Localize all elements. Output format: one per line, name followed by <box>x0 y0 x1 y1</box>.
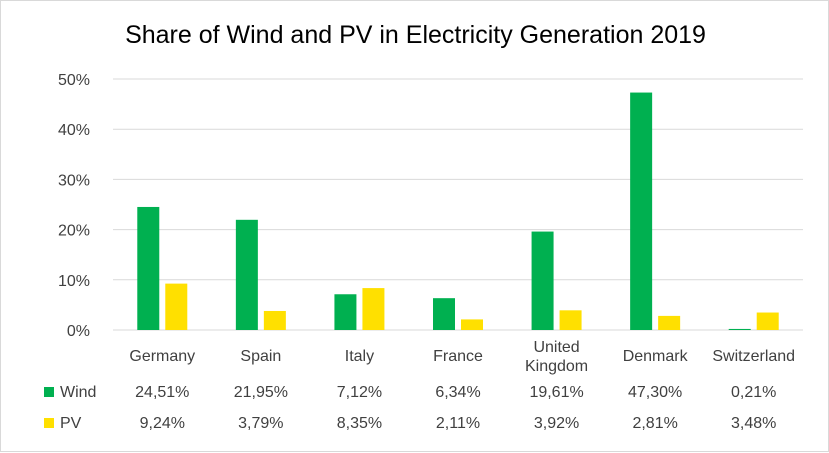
data-label: 7,12% <box>337 384 382 401</box>
y-tick-label: 20% <box>58 223 90 240</box>
bar-wind <box>137 206 160 330</box>
bars <box>137 92 779 330</box>
data-label: 6,34% <box>435 384 480 401</box>
bar-pv <box>559 310 582 330</box>
bar-wind <box>235 219 258 330</box>
legend-label-pv: PV <box>60 415 82 432</box>
data-table: Wind 24,51% 21,95% 7,12% 6,34% 19,61% 47,30% 0,… <box>44 384 776 432</box>
data-label: 21,95% <box>234 384 288 401</box>
category-label: Switzerland <box>712 348 795 365</box>
y-tick-label: 10% <box>58 273 90 290</box>
bar-pv <box>756 312 779 330</box>
data-label: 47,30% <box>628 384 682 401</box>
data-label: 3,48% <box>731 415 776 432</box>
bar-wind <box>334 294 357 330</box>
category-labels: Germany Spain Italy France United Kingdom Denm… <box>129 339 795 375</box>
data-label: 3,92% <box>534 415 579 432</box>
data-label: 24,51% <box>135 384 189 401</box>
category-label: Denmark <box>623 348 689 365</box>
data-label: 8,35% <box>337 415 382 432</box>
data-label: 9,24% <box>140 415 185 432</box>
y-axis-ticks: 0% 10% 20% 30% 40% 50% <box>58 72 90 340</box>
legend-label-wind: Wind <box>60 384 96 401</box>
bar-wind <box>728 328 751 330</box>
y-tick-label: 40% <box>58 122 90 139</box>
category-label: Spain <box>240 348 281 365</box>
data-label: 2,11% <box>436 415 480 432</box>
y-tick-label: 0% <box>67 323 90 340</box>
legend-key-wind <box>44 387 54 397</box>
category-label: Germany <box>129 348 195 365</box>
bar-wind <box>531 231 554 330</box>
data-label: 2,81% <box>632 415 677 432</box>
chart-title: Share of Wind and PV in Electricity Gene… <box>125 21 706 49</box>
category-label: United Kingdom <box>525 339 588 375</box>
bar-wind <box>630 92 653 330</box>
gridlines <box>113 78 803 331</box>
data-label: 3,79% <box>238 415 283 432</box>
bar-pv <box>658 315 681 330</box>
bar-pv <box>461 319 483 330</box>
category-label: France <box>433 348 483 365</box>
bar-pv <box>165 283 188 330</box>
y-tick-label: 30% <box>58 172 90 189</box>
bar-pv <box>263 310 286 330</box>
bar-pv <box>362 288 385 330</box>
data-label: 0,21% <box>731 384 776 401</box>
bar-wind <box>433 298 455 330</box>
y-tick-label: 50% <box>58 72 90 89</box>
legend-key-pv <box>44 418 54 428</box>
data-label: 19,61% <box>529 384 583 401</box>
category-label: Italy <box>345 348 374 365</box>
